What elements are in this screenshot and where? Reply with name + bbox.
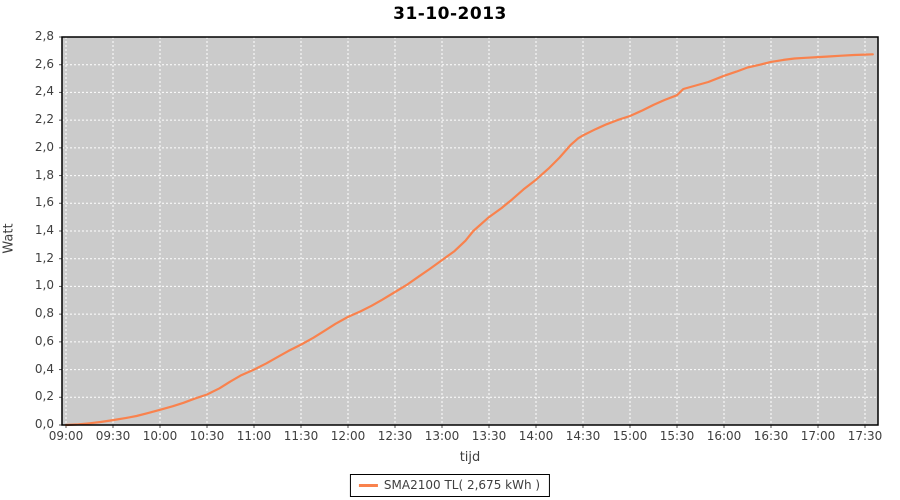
plot-border — [61, 36, 879, 426]
y-tick-label: 0,4 — [34, 361, 54, 376]
y-tick-label: 2,4 — [34, 84, 54, 99]
x-tick-label: 09:00 — [48, 429, 84, 443]
y-tick-label: 1,0 — [34, 278, 54, 293]
x-tick-label: 16:00 — [706, 429, 742, 443]
y-tick-label: 0,2 — [34, 389, 54, 404]
y-tick-label: 0,0 — [34, 417, 54, 431]
x-tick-label: 17:30 — [847, 429, 883, 443]
x-tick-label: 14:00 — [518, 429, 554, 443]
legend-label: SMA2100 TL( 2,675 kWh ) — [383, 478, 541, 492]
legend: SMA2100 TL( 2,675 kWh ) — [349, 474, 551, 497]
y-tick-label: 2,6 — [34, 56, 54, 71]
series-line-sma2100 — [64, 53, 874, 427]
legend-line-swatch — [358, 483, 378, 487]
x-tick-label: 10:00 — [142, 429, 178, 443]
y-tick-label: 0,8 — [34, 306, 54, 321]
y-tick-label: 1,4 — [34, 223, 54, 237]
y-tick-label: 1,2 — [34, 250, 54, 265]
y-tick-label: 0,6 — [34, 333, 54, 348]
y-tick-label: 2,8 — [34, 29, 54, 43]
y-axis-title: Watt — [1, 223, 17, 254]
x-tick-label: 16:30 — [753, 429, 789, 443]
x-tick-label: 12:00 — [330, 429, 366, 443]
y-tick-label: 2,0 — [34, 139, 54, 154]
x-tick-label: 15:30 — [659, 429, 695, 443]
x-tick-label: 15:00 — [612, 429, 648, 443]
y-tick-label: 2,2 — [34, 112, 54, 127]
x-tick-label: 14:30 — [565, 429, 601, 443]
x-tick-label: 11:30 — [283, 429, 319, 443]
x-tick-label: 13:30 — [471, 429, 507, 443]
x-tick-label: 13:00 — [424, 429, 460, 443]
chart-title: 31-10-2013 — [393, 4, 507, 24]
y-tick-label: 1,8 — [34, 167, 54, 182]
x-tick-label: 17:00 — [800, 429, 836, 443]
x-axis-title: tijd — [459, 450, 481, 465]
x-tick-label: 11:00 — [236, 429, 272, 443]
y-tick-label: 1,6 — [34, 195, 54, 210]
x-tick-label: 10:30 — [189, 429, 225, 443]
x-tick-label: 12:30 — [377, 429, 413, 443]
x-tick-label: 09:30 — [95, 429, 131, 443]
